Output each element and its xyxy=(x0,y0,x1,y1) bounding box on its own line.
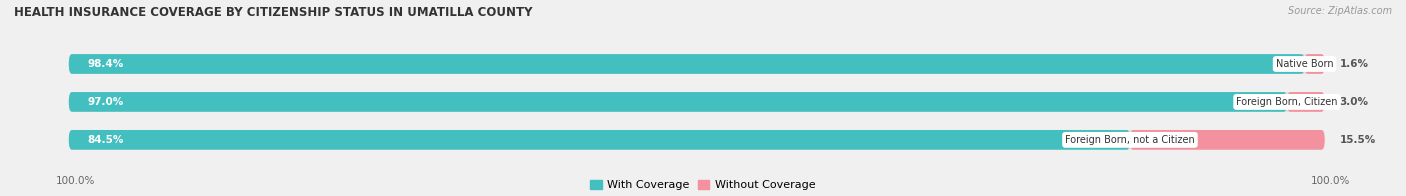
Text: 84.5%: 84.5% xyxy=(87,135,124,145)
Text: Foreign Born, not a Citizen: Foreign Born, not a Citizen xyxy=(1066,135,1195,145)
FancyBboxPatch shape xyxy=(1130,130,1324,150)
FancyBboxPatch shape xyxy=(69,130,1324,150)
Text: Foreign Born, Citizen: Foreign Born, Citizen xyxy=(1236,97,1337,107)
FancyBboxPatch shape xyxy=(69,54,1305,74)
FancyBboxPatch shape xyxy=(69,130,1130,150)
Text: 3.0%: 3.0% xyxy=(1340,97,1368,107)
FancyBboxPatch shape xyxy=(69,54,1324,74)
FancyBboxPatch shape xyxy=(1305,54,1324,74)
Text: 1.6%: 1.6% xyxy=(1340,59,1368,69)
Text: Native Born: Native Born xyxy=(1275,59,1333,69)
Legend: With Coverage, Without Coverage: With Coverage, Without Coverage xyxy=(591,180,815,191)
Text: Source: ZipAtlas.com: Source: ZipAtlas.com xyxy=(1288,6,1392,16)
Text: 98.4%: 98.4% xyxy=(87,59,124,69)
Text: 100.0%: 100.0% xyxy=(1310,176,1350,186)
FancyBboxPatch shape xyxy=(1286,92,1324,112)
FancyBboxPatch shape xyxy=(69,92,1324,112)
Text: 97.0%: 97.0% xyxy=(87,97,124,107)
FancyBboxPatch shape xyxy=(69,92,1286,112)
Text: 100.0%: 100.0% xyxy=(56,176,96,186)
Text: 15.5%: 15.5% xyxy=(1340,135,1376,145)
Text: HEALTH INSURANCE COVERAGE BY CITIZENSHIP STATUS IN UMATILLA COUNTY: HEALTH INSURANCE COVERAGE BY CITIZENSHIP… xyxy=(14,6,533,19)
